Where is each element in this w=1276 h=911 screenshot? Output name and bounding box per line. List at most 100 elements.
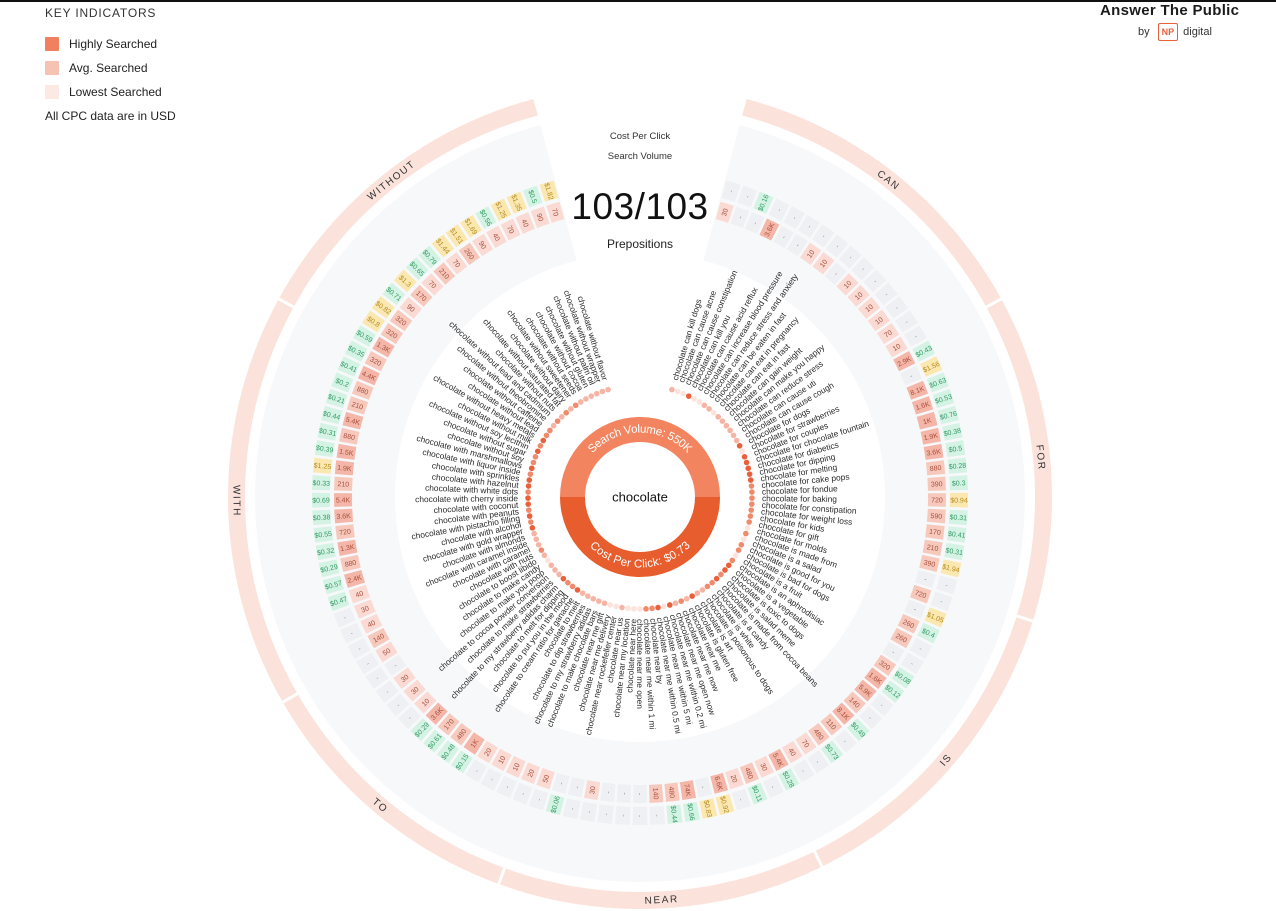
group-label-with[interactable]: WITH: [230, 485, 241, 517]
cpc-value: $1.25: [313, 462, 331, 471]
query-label[interactable]: chocolate near here: [624, 618, 638, 693]
sv-value: 170: [929, 529, 942, 537]
cpc-cell: [393, 269, 417, 293]
volume-dot: [741, 454, 748, 460]
volume-dot: [605, 386, 611, 393]
legend-label: Lowest Searched: [69, 85, 162, 99]
cpc-value: -: [385, 688, 392, 695]
cpc-cell: [941, 422, 963, 441]
cpc-cell: [632, 806, 648, 825]
cpc-cell: [314, 440, 335, 458]
cpc-value: -: [653, 814, 660, 817]
query-label[interactable]: chocolate with white dots: [425, 483, 518, 497]
sv-value: 40: [520, 218, 530, 228]
volume-dot: [601, 600, 608, 607]
volume-dot: [732, 552, 739, 559]
sv-value: -: [833, 271, 840, 278]
sv-value: 10: [864, 303, 875, 313]
sv-value: 20: [484, 747, 494, 757]
volume-dot: [748, 501, 755, 507]
volume-dot: [715, 414, 722, 420]
brand-logo[interactable]: Answer The Public by NP digital: [1100, 2, 1260, 41]
cpc-value: -: [504, 784, 512, 790]
sv-cell: [335, 524, 355, 540]
sv-value: 2.4K: [347, 574, 363, 585]
sv-cell: [425, 702, 448, 725]
sv-value: 70: [800, 739, 810, 749]
volume-dot: [655, 604, 661, 611]
sv-value: 30: [400, 674, 411, 684]
brand-byline: by NP digital: [1138, 23, 1260, 41]
sv-value: 720: [931, 497, 943, 504]
volume-dot: [727, 427, 733, 434]
sv-value: 10: [843, 280, 854, 291]
cpc-value: -: [349, 630, 355, 638]
cpc-value: -: [744, 194, 752, 199]
sv-value: 880: [356, 386, 370, 397]
sv-value: 390: [931, 481, 943, 489]
cpc-value: -: [365, 660, 371, 668]
center-core: [586, 443, 694, 551]
cpc-value: -: [728, 189, 736, 194]
sv-value: 70: [505, 225, 515, 235]
cpc-value: -: [944, 582, 949, 590]
query-label[interactable]: chocolate for fondue: [762, 483, 839, 496]
query-label[interactable]: chocolate with cherry inside: [415, 493, 518, 504]
cpc-cell: [450, 750, 473, 774]
sv-value: 590: [930, 513, 942, 521]
cpc-value: $0.32: [317, 547, 336, 557]
cpc-cell: [318, 559, 340, 578]
cpc-cell: [874, 282, 898, 306]
cpc-value: -: [939, 598, 944, 606]
cpc-value: -: [636, 815, 643, 818]
cpc-cell: [737, 185, 758, 208]
volume-dot: [748, 483, 755, 489]
sv-cell: [915, 570, 937, 588]
volume-dot: [593, 390, 600, 397]
volume-dot: [718, 571, 724, 578]
group-label-for[interactable]: FOR: [1033, 444, 1046, 471]
volume-dot: [704, 583, 711, 590]
sv-cell: [730, 206, 750, 228]
top-border: [0, 0, 1276, 2]
sv-cell: [648, 784, 664, 803]
sv-value: 1.3K: [340, 544, 356, 553]
sv-value: 10: [854, 291, 865, 301]
sv-cell: [857, 296, 881, 319]
sv-value: 480: [667, 786, 675, 798]
cpc-cell: [881, 680, 905, 703]
query-label[interactable]: chocolate near me open: [635, 619, 645, 709]
sv-cell: [843, 691, 866, 714]
cpc-cell: [948, 509, 968, 526]
cpc-cell: [937, 405, 959, 425]
cpc-value: -: [841, 739, 848, 746]
volume-dot: [544, 557, 551, 564]
volume-dot: [709, 579, 715, 586]
volume-dot: [577, 399, 584, 405]
sv-cell: [472, 233, 494, 257]
cpc-value: $0.38: [313, 514, 331, 522]
sv-cell: [923, 443, 944, 460]
volume-dot: [699, 587, 706, 593]
cpc-cell: [924, 607, 947, 628]
cpc-cell: [900, 652, 924, 675]
cpc-cell: [834, 729, 857, 753]
sv-cell: [926, 508, 946, 524]
sv-value: -: [605, 790, 612, 794]
volume-dot: [531, 530, 537, 537]
avg-searched-swatch: [45, 61, 59, 75]
query-label[interactable]: chocolate for baking: [762, 493, 837, 504]
sv-value: 1K: [922, 417, 932, 426]
cpc-cell: [344, 340, 368, 362]
cpc-value: $0.3: [952, 480, 966, 488]
volume-dot: [713, 575, 720, 582]
sv-cell: [354, 599, 376, 619]
group-label-near[interactable]: NEAR: [644, 894, 679, 907]
cpc-cell: [909, 637, 933, 660]
cpc-cell: [405, 257, 429, 281]
sv-value: 30: [589, 786, 597, 795]
cpc-value: -: [904, 318, 910, 325]
cpc-value: -: [343, 614, 348, 622]
cpc-value: -: [867, 715, 874, 722]
sv-cell: [458, 242, 480, 266]
